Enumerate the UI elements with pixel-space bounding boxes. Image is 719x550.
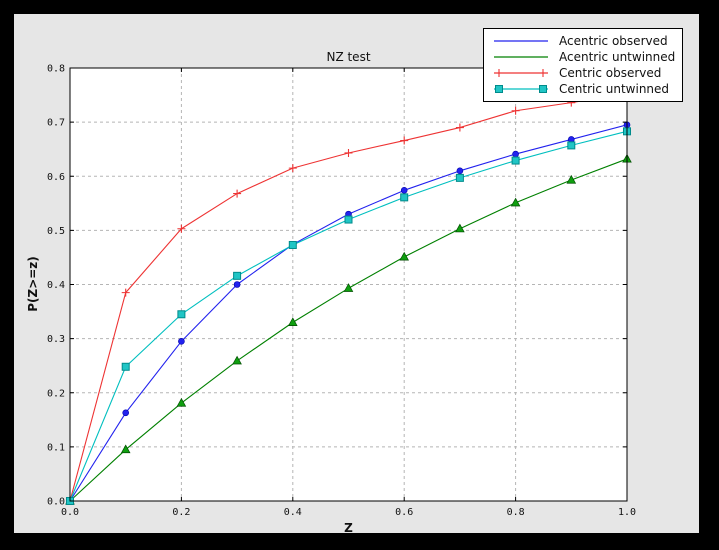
x-tick-label: 0.0 bbox=[61, 507, 79, 518]
data-point-triangle bbox=[455, 223, 465, 233]
data-point-triangle bbox=[566, 174, 577, 184]
data-point-square bbox=[511, 156, 520, 165]
y-tick-label: 0.4 bbox=[47, 280, 65, 291]
data-point-triangle bbox=[510, 197, 521, 207]
legend-item-centric-untwinned: Centric untwinned bbox=[492, 81, 680, 97]
data-point-plus bbox=[288, 164, 297, 173]
legend-line-sample-centric-untwinned bbox=[494, 85, 548, 93]
x-tick-label: 1.0 bbox=[618, 507, 636, 518]
chart-title: NZ test bbox=[326, 50, 371, 64]
legend: Acentric observed Acentric untwinned Centr… bbox=[483, 28, 683, 102]
data-point-circle bbox=[178, 338, 185, 345]
legend-label: Centric untwinned bbox=[559, 82, 670, 96]
series-centric-observed bbox=[66, 89, 631, 505]
legend-item-acentric-observed: Acentric observed bbox=[492, 33, 680, 49]
data-point-square bbox=[177, 310, 186, 319]
plot-area: 0.0 0.2 0.4 0.6 0.8 1.0 0.0 0.1 0.2 0.3 0.4 0.5 0.6 0… bbox=[47, 64, 636, 519]
data-point-plus bbox=[121, 288, 130, 297]
legend-label: Centric observed bbox=[559, 66, 662, 80]
data-point-plus bbox=[233, 189, 242, 198]
legend-item-acentric-untwinned: Acentric untwinned bbox=[492, 49, 680, 65]
y-tick-label: 0.8 bbox=[47, 64, 65, 75]
data-point-plus bbox=[400, 136, 409, 145]
legend-label: Acentric observed bbox=[559, 34, 668, 48]
data-point-circle bbox=[456, 167, 464, 175]
y-tick-label: 0.0 bbox=[47, 497, 65, 508]
data-point-plus bbox=[455, 123, 464, 132]
legend-label: Acentric untwinned bbox=[559, 50, 676, 64]
data-point-square bbox=[455, 173, 464, 182]
data-point-circle bbox=[400, 187, 408, 194]
y-tick-label: 0.3 bbox=[47, 334, 65, 345]
x-axis-label: Z bbox=[344, 521, 353, 535]
y-axis-label: P(Z>=z) bbox=[26, 256, 40, 312]
y-tick-label: 0.6 bbox=[47, 172, 65, 183]
x-tick-label: 0.4 bbox=[284, 507, 302, 518]
chart-figure: 0.0 0.2 0.4 0.6 0.8 1.0 0.0 0.1 0.2 0.3 0.4 0.5 0.6 0… bbox=[14, 14, 699, 535]
data-point-square bbox=[344, 215, 353, 224]
data-point-circle bbox=[512, 150, 519, 158]
y-tick-label: 0.1 bbox=[47, 442, 65, 453]
data-point-triangle bbox=[176, 397, 187, 407]
data-point-square bbox=[567, 141, 576, 150]
x-tick-label: 0.6 bbox=[395, 507, 413, 518]
legend-line-sample-acentric-untwinned bbox=[494, 56, 548, 58]
x-tick-label: 0.2 bbox=[172, 507, 190, 518]
y-tick-label: 0.5 bbox=[47, 226, 65, 237]
data-point-square bbox=[288, 240, 297, 249]
data-point-circle bbox=[122, 409, 129, 417]
data-point-triangle bbox=[288, 317, 298, 326]
data-point-triangle bbox=[399, 251, 409, 261]
data-point-square bbox=[400, 193, 409, 202]
data-point-triangle bbox=[232, 355, 242, 365]
data-point-square bbox=[233, 271, 242, 280]
data-point-circle bbox=[233, 281, 241, 288]
legend-item-centric-observed: Centric observed bbox=[492, 65, 680, 81]
y-tick-label: 0.2 bbox=[47, 388, 65, 399]
legend-line-sample-acentric-observed bbox=[494, 40, 548, 42]
data-point-square bbox=[121, 362, 130, 371]
legend-line-sample-centric-observed bbox=[494, 69, 548, 77]
y-tick-label: 0.7 bbox=[47, 118, 65, 129]
series-acentric-observed bbox=[66, 121, 631, 505]
data-point-plus bbox=[344, 148, 353, 157]
x-tick-label: 0.8 bbox=[507, 507, 525, 518]
data-point-triangle bbox=[343, 283, 354, 292]
data-point-plus bbox=[177, 224, 186, 233]
data-point-plus bbox=[511, 106, 520, 115]
data-point-triangle bbox=[120, 444, 131, 454]
